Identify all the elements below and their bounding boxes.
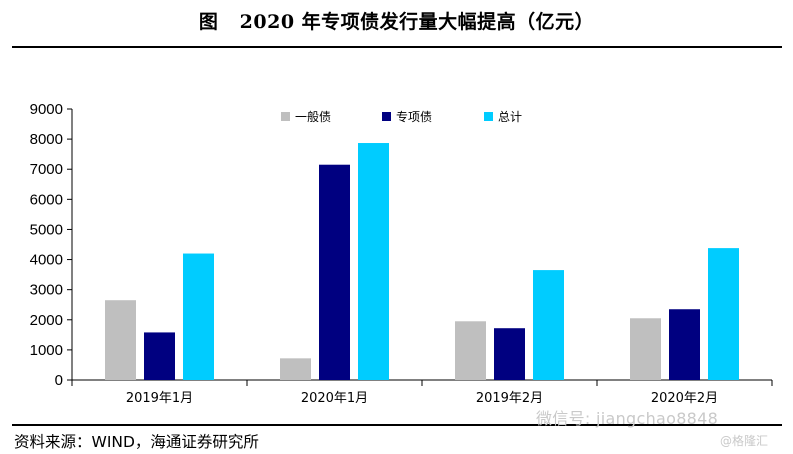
- brand-watermark: @格隆汇: [720, 434, 769, 448]
- chart-legend: 一般债 专项债 总计: [281, 109, 522, 124]
- y-tick-label: 8000: [30, 131, 63, 148]
- bar-专项债-2019年2月: [494, 328, 525, 380]
- chart-title: 图 2020 年专项债发行量大幅提高（亿元）: [198, 11, 595, 33]
- bar-专项债-2020年1月: [319, 164, 350, 380]
- x-tick-label: 2020年1月: [301, 391, 368, 406]
- bar-专项债-2019年1月: [144, 332, 175, 380]
- bar-总计-2020年2月: [708, 248, 739, 380]
- bar-一般债-2019年2月: [455, 321, 486, 380]
- wechat-watermark: 微信号: jiangchao8848: [536, 409, 719, 428]
- y-tick-label: 3000: [30, 282, 63, 299]
- y-tick-label: 5000: [30, 221, 63, 238]
- legend-swatch-总计: [484, 112, 493, 121]
- y-tick-label: 6000: [30, 191, 63, 208]
- chart-axes: 0 1000 2000 3000 4000 5000 6000 7000 8000 9000 201…: [30, 101, 773, 406]
- bar-一般债-2020年1月: [280, 358, 311, 380]
- y-tick-label: 1000: [30, 342, 63, 359]
- y-tick-label: 2000: [30, 312, 63, 329]
- y-tick-label: 4000: [30, 252, 63, 269]
- bar-一般债-2019年1月: [105, 300, 136, 380]
- bar-总计-2019年2月: [533, 270, 564, 380]
- bar-一般债-2020年2月: [630, 318, 661, 380]
- legend-swatch-一般债: [281, 112, 290, 121]
- bar-总计-2020年1月: [358, 143, 389, 380]
- y-tick-label: 9000: [30, 101, 63, 118]
- legend-swatch-专项债: [382, 112, 391, 121]
- y-tick-label: 0: [55, 372, 63, 389]
- x-tick-label: 2020年2月: [651, 391, 718, 406]
- bottom-rule: [12, 424, 782, 426]
- chart-bars: [105, 143, 739, 380]
- y-tick-label: 7000: [30, 161, 63, 178]
- bar-专项债-2020年2月: [669, 309, 700, 380]
- x-tick-label: 2019年2月: [476, 391, 543, 406]
- legend-label: 专项债: [396, 109, 432, 124]
- legend-label: 总计: [498, 110, 522, 124]
- source-note: 资料来源：WIND，海通证券研究所: [14, 433, 259, 451]
- bar-总计-2019年1月: [183, 253, 214, 380]
- x-tick-label: 2019年1月: [126, 391, 193, 406]
- top-rule: [12, 46, 782, 48]
- legend-label: 一般债: [295, 109, 331, 124]
